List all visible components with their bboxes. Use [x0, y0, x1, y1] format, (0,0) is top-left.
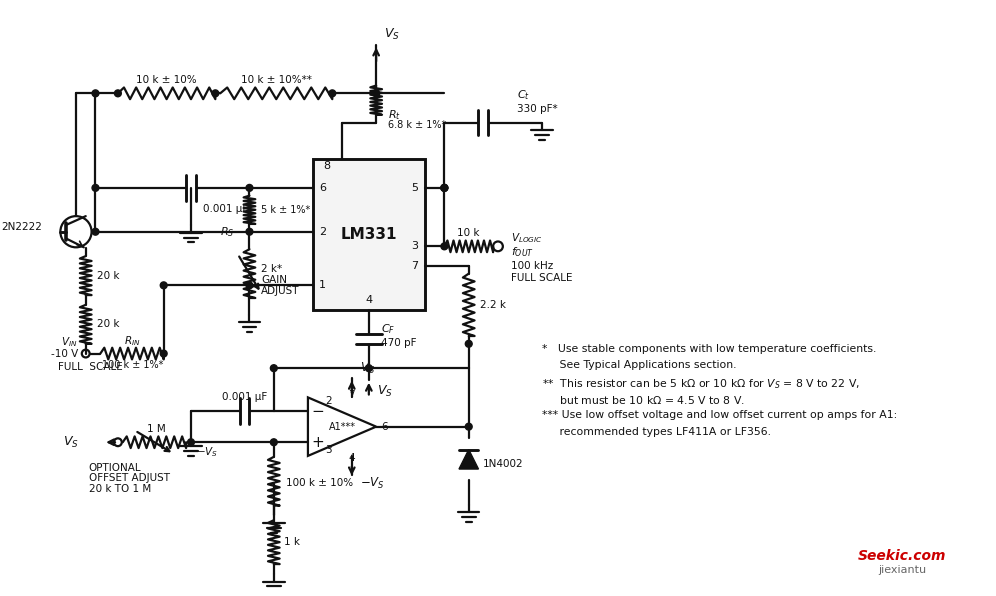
Circle shape: [92, 90, 99, 97]
Text: 4: 4: [366, 295, 373, 305]
Text: recommended types LF411A or LF356.: recommended types LF411A or LF356.: [542, 427, 771, 437]
Text: 5 k ± 1%*: 5 k ± 1%*: [261, 205, 311, 215]
Text: 6: 6: [319, 183, 326, 193]
Text: 330 pF*: 330 pF*: [518, 104, 558, 114]
Text: OFFSET ADJUST: OFFSET ADJUST: [89, 473, 169, 483]
Text: 100 kHz: 100 kHz: [511, 261, 553, 271]
Circle shape: [115, 90, 122, 97]
Text: 5: 5: [411, 183, 418, 193]
Circle shape: [212, 90, 219, 97]
Text: 7: 7: [349, 390, 356, 401]
Text: jiexiantu: jiexiantu: [878, 565, 926, 575]
Text: 100 k ± 1%*: 100 k ± 1%*: [102, 360, 163, 370]
Circle shape: [329, 90, 336, 97]
Text: $-V_S$: $-V_S$: [196, 445, 218, 459]
Text: but must be 10 k$\Omega$ = 4.5 V to 8 V.: but must be 10 k$\Omega$ = 4.5 V to 8 V.: [542, 393, 745, 405]
Text: $f_{OUT}$: $f_{OUT}$: [511, 246, 534, 259]
Circle shape: [270, 439, 277, 446]
Text: 20 k: 20 k: [98, 319, 120, 330]
Text: 20 k: 20 k: [98, 271, 120, 281]
Polygon shape: [459, 449, 478, 469]
Text: See Typical Applications section.: See Typical Applications section.: [542, 361, 736, 370]
Text: $R_{IN}$: $R_{IN}$: [124, 334, 140, 348]
Circle shape: [465, 423, 472, 430]
Text: 10 k: 10 k: [457, 228, 480, 238]
Text: 6: 6: [381, 421, 387, 432]
Circle shape: [366, 365, 373, 371]
Text: **  This resistor can be 5 k$\Omega$ or 10 k$\Omega$ for $V_S$ = 8 V to 22 V,: ** This resistor can be 5 k$\Omega$ or 1…: [542, 377, 860, 391]
Circle shape: [92, 184, 99, 191]
Text: 10 k ± 10%: 10 k ± 10%: [136, 74, 197, 85]
Text: $R_S$: $R_S$: [220, 225, 235, 238]
Text: 20 k TO 1 M: 20 k TO 1 M: [89, 484, 151, 494]
Circle shape: [160, 282, 167, 288]
Text: 3: 3: [326, 445, 332, 455]
Text: 6.8 k ± 1%*: 6.8 k ± 1%*: [387, 120, 446, 131]
Text: $-V_S$: $-V_S$: [360, 476, 384, 491]
Circle shape: [246, 228, 253, 235]
Text: +: +: [312, 434, 324, 450]
Text: 2 k*: 2 k*: [261, 264, 282, 274]
Text: GAIN: GAIN: [261, 275, 287, 285]
Text: 2: 2: [319, 226, 326, 237]
Text: 3: 3: [411, 241, 418, 252]
Text: 470 pF: 470 pF: [380, 338, 416, 348]
Text: $V_S$: $V_S$: [63, 434, 79, 450]
Text: 4: 4: [349, 453, 356, 463]
Circle shape: [373, 90, 379, 97]
Circle shape: [246, 184, 253, 191]
Bar: [313, 159, 425, 310]
Text: OPTIONAL: OPTIONAL: [89, 462, 141, 473]
Circle shape: [246, 282, 253, 288]
Text: 10 k ± 10%**: 10 k ± 10%**: [241, 74, 312, 85]
Text: −: −: [312, 403, 324, 418]
Text: $R_t$: $R_t$: [387, 108, 400, 122]
Text: ADJUST: ADJUST: [261, 286, 300, 296]
Text: -10 V: -10 V: [51, 349, 78, 359]
Text: 1 k: 1 k: [284, 536, 300, 547]
Text: FULL SCALE: FULL SCALE: [511, 272, 572, 283]
Circle shape: [187, 439, 194, 446]
Text: 2N2222: 2N2222: [1, 222, 42, 232]
Text: $V_S$: $V_S$: [360, 361, 374, 375]
Circle shape: [441, 184, 448, 191]
Text: 2.2 k: 2.2 k: [480, 300, 506, 310]
Circle shape: [92, 228, 99, 235]
Text: Seekic.com: Seekic.com: [859, 549, 946, 563]
Text: 0.001 μF: 0.001 μF: [202, 204, 248, 215]
Circle shape: [441, 184, 448, 191]
Text: $V_{IN}$: $V_{IN}$: [62, 335, 78, 349]
Text: $C_t$: $C_t$: [518, 88, 531, 102]
Text: *   Use stable components with low temperature coefficients.: * Use stable components with low tempera…: [542, 344, 876, 354]
Circle shape: [270, 365, 277, 371]
Circle shape: [441, 243, 448, 250]
Circle shape: [160, 350, 167, 357]
Text: *** Use low offset voltage and low offset current op amps for A1:: *** Use low offset voltage and low offse…: [542, 410, 897, 420]
Text: $V_S$: $V_S$: [376, 384, 392, 399]
Text: 2: 2: [326, 396, 332, 406]
Circle shape: [465, 340, 472, 347]
Circle shape: [441, 184, 448, 191]
Text: 0.001 μF: 0.001 μF: [222, 392, 267, 402]
Text: 100 k ± 10%: 100 k ± 10%: [286, 478, 353, 488]
Text: 1N4002: 1N4002: [482, 459, 523, 469]
Text: 8: 8: [323, 162, 330, 172]
Text: 1: 1: [319, 280, 326, 290]
Text: $C_F$: $C_F$: [380, 322, 394, 336]
Text: 1 M: 1 M: [147, 424, 166, 434]
Text: LM331: LM331: [341, 226, 397, 241]
Text: $V_{LOGIC}$: $V_{LOGIC}$: [511, 232, 542, 246]
Text: 7: 7: [411, 261, 418, 271]
Text: $V_S$: $V_S$: [383, 27, 399, 42]
Text: A1***: A1***: [329, 421, 356, 432]
Text: FULL  SCALE: FULL SCALE: [59, 362, 124, 372]
